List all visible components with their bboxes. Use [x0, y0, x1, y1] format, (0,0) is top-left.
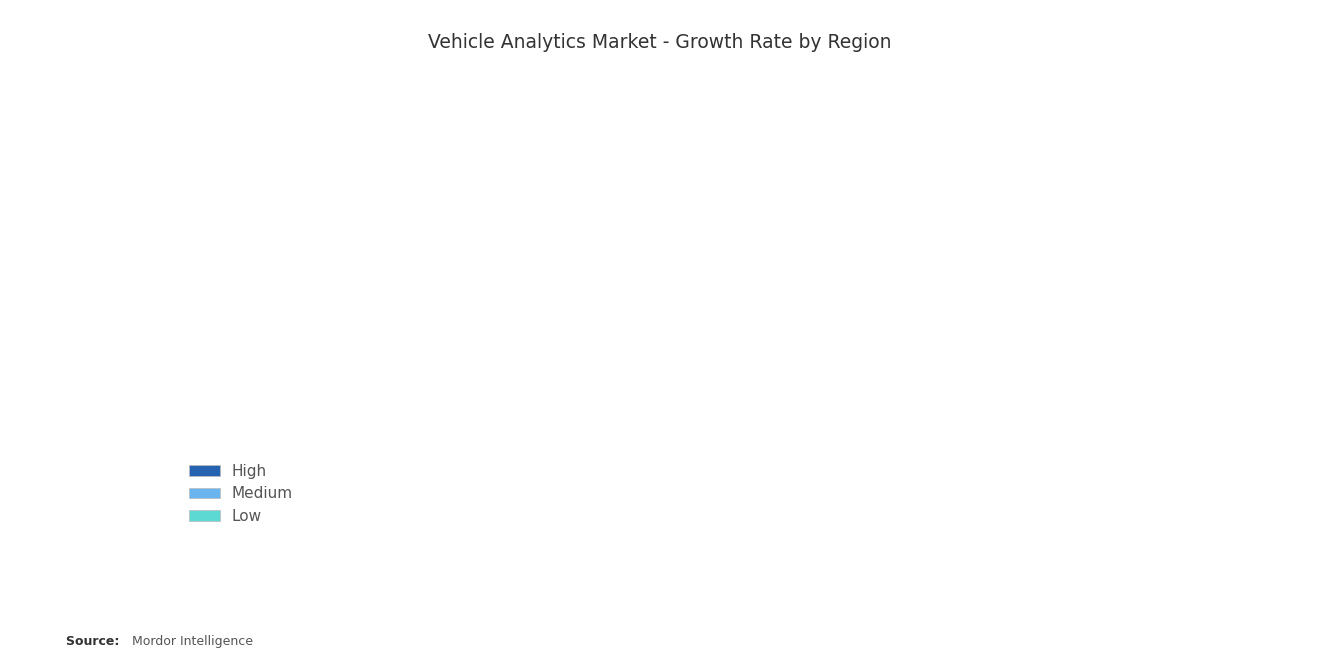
Text: Mordor Intelligence: Mordor Intelligence [132, 635, 253, 648]
Text: Source:: Source: [66, 635, 124, 648]
Legend: High, Medium, Low: High, Medium, Low [183, 458, 300, 530]
Text: Vehicle Analytics Market - Growth Rate by Region: Vehicle Analytics Market - Growth Rate b… [428, 33, 892, 53]
